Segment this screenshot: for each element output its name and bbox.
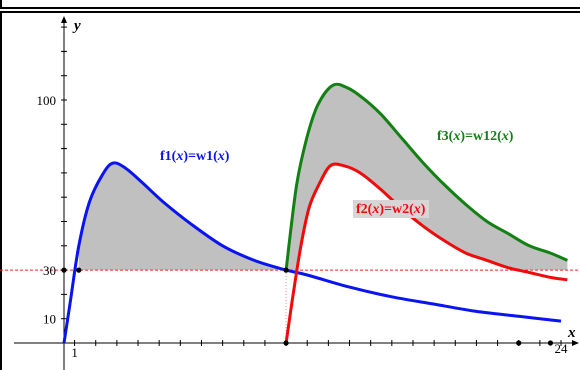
x-tick-label-1: 1 <box>71 345 78 360</box>
function-curves[interactable] <box>62 82 568 344</box>
f3-label-def: w12 <box>473 129 497 144</box>
x-axis-arrow <box>572 340 579 346</box>
axes <box>14 16 579 370</box>
f2-label-var: x <box>371 202 379 217</box>
f3-label-open: ( <box>449 129 454 144</box>
point-intersection-30 <box>283 267 289 273</box>
f3-label-close2: ) <box>509 129 514 144</box>
point-y-axis-30 <box>61 267 67 273</box>
f2-label-background <box>353 200 429 218</box>
f2-label-name: f2 <box>356 202 368 217</box>
shade-f3-over-f2 <box>286 85 568 271</box>
x-tick-label-24: 24 <box>555 341 569 356</box>
axis-ticks <box>61 26 562 346</box>
f3-label-name: f3 <box>437 129 449 144</box>
f2-label-open2: ( <box>409 202 414 217</box>
f3-label-close: )= <box>460 129 473 144</box>
point-x-axis-intersection <box>283 340 289 346</box>
f2-label-close: )= <box>379 202 392 217</box>
f1-label-name: f1 <box>160 149 172 164</box>
f2-label[interactable]: f2(x)=w2(x) <box>356 202 426 217</box>
x-axis-label: x <box>567 325 576 341</box>
curve-f3 <box>284 82 568 271</box>
intersection-points[interactable] <box>61 267 554 346</box>
f3-label-open2: ( <box>497 129 502 144</box>
shaded-regions <box>78 85 568 271</box>
f2-label-var2: x <box>413 202 421 217</box>
f1-label-close2: ) <box>225 149 230 164</box>
y-axis-label: y <box>72 18 81 34</box>
point-f1-threshold-left <box>76 267 82 273</box>
curve-f1 <box>62 161 562 344</box>
f1-label-def: w1 <box>196 149 213 164</box>
y-tick-label-10: 10 <box>43 312 56 327</box>
f1-label-var: x <box>175 149 183 164</box>
point-x-axis-23 <box>547 340 554 346</box>
y-tick-label-30[interactable]: 30 <box>43 263 56 278</box>
f2-label-close2: ) <box>421 202 426 217</box>
f1-label-open: ( <box>172 149 177 164</box>
graph-frame <box>0 11 580 370</box>
f3-label-var2: x <box>501 129 509 144</box>
y-axis-arrow <box>61 16 67 23</box>
top-panel-edge <box>0 0 580 9</box>
f1-label-close: )= <box>183 149 196 164</box>
f2-label-def: w2 <box>392 202 409 217</box>
f1-label-var2: x <box>217 149 225 164</box>
y-tick-label-100: 100 <box>37 93 57 108</box>
shade-f1-above-30 <box>78 163 287 271</box>
f2-label-open: ( <box>368 202 373 217</box>
point-x-axis-22 <box>516 340 522 346</box>
f3-label[interactable]: f3(x)=w12(x) <box>437 129 514 144</box>
f3-label-var: x <box>452 129 460 144</box>
f1-label-open2: ( <box>213 149 218 164</box>
f1-label[interactable]: f1(x)=w1(x) <box>160 149 230 164</box>
curve-f2 <box>284 162 568 344</box>
